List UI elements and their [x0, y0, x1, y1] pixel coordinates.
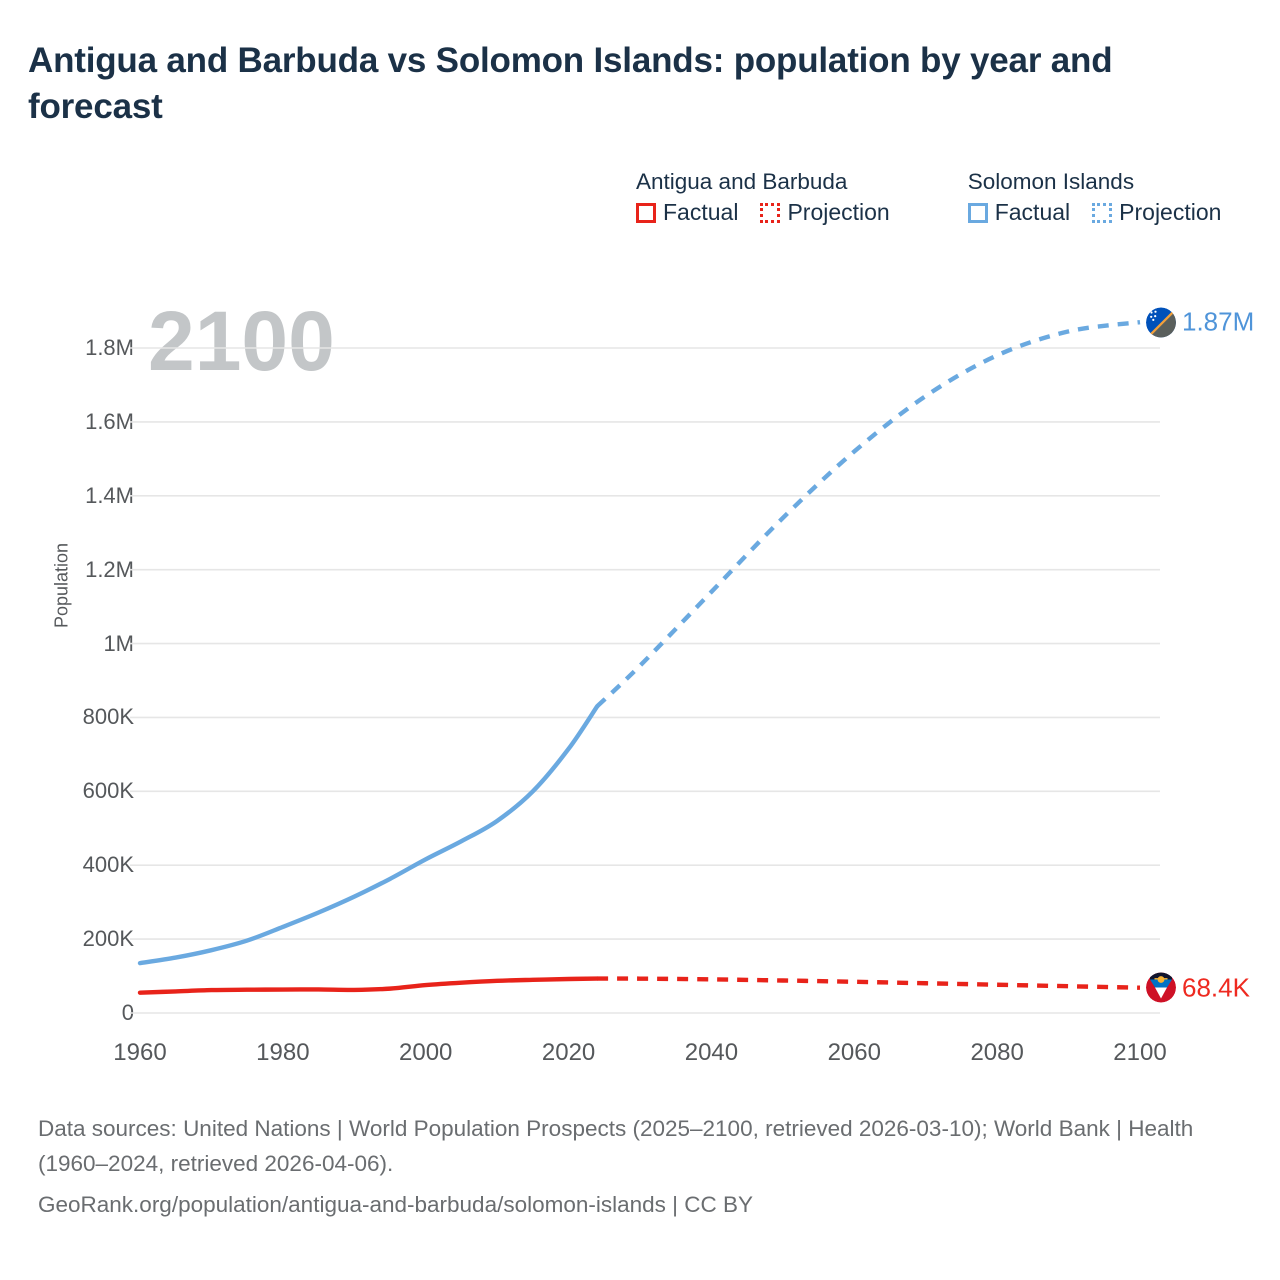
legend-item-antigua-projection[interactable]: Projection: [760, 199, 890, 226]
y-axis-tick: 200K: [82, 926, 134, 952]
x-axis-tick: 2080: [970, 1039, 1024, 1066]
solomon-islands-flag-icon: [1146, 307, 1176, 338]
page-title: Antigua and Barbuda vs Solomon Islands: …: [28, 41, 1113, 126]
y-axis-tick: 1.6M: [85, 408, 134, 434]
series-line-solomon-projection: [595, 319, 1141, 708]
legend-item-solomon-factual[interactable]: Factual: [967, 199, 1071, 226]
legend-group-title-solomon: Solomon Islands: [967, 169, 1135, 194]
legend-item-label: Factual: [994, 199, 1071, 225]
legend-items-antigua: Factual Projection: [636, 199, 890, 226]
x-axis-tick: 2100: [1113, 1039, 1167, 1066]
y-axis-tick: 0: [121, 1000, 134, 1025]
chart-series-lines: [137, 319, 1141, 995]
legend-item-antigua-factual[interactable]: Factual: [636, 199, 738, 226]
x-axis-tick: 1980: [256, 1039, 310, 1066]
y-axis-tick-labels: 0 200K 400K 600K 800K 1M 1.2M 1.4M 1.6M 1.8M: [0, 0, 134, 1280]
x-axis-tick: 1960: [113, 1039, 167, 1066]
chart-plot-area: [0, 270, 1280, 1090]
x-axis-tick: 2020: [541, 1039, 596, 1066]
series-line-solomon-factual: [137, 704, 600, 966]
series-line-antigua-projection: [597, 976, 1141, 990]
footer-attribution: GeoRank.org/population/antigua-and-barbu…: [38, 1191, 754, 1217]
chart-footer: Data sources: United Nations | World Pop…: [38, 1112, 1228, 1223]
y-axis-tick: 1.2M: [85, 556, 134, 582]
legend-swatch-solid-icon: [967, 202, 988, 223]
legend-item-label: Projection: [787, 199, 890, 225]
x-axis-tick: 2040: [684, 1039, 739, 1066]
legend-group-antigua: Antigua and Barbuda Factual Projection: [636, 168, 890, 226]
legend-items-solomon: Factual Projection: [967, 199, 1221, 226]
legend-swatch-dotted-icon: [1092, 202, 1113, 223]
series-line-antigua-factual: [137, 976, 600, 995]
legend-swatch-solid-icon: [636, 202, 656, 223]
end-label-value: 1.87M: [1182, 306, 1255, 337]
y-axis-tick: 1.4M: [85, 482, 134, 508]
legend-item-solomon-projection[interactable]: Projection: [1092, 199, 1221, 226]
end-label-solomon: 1.87M: [1146, 307, 1254, 338]
y-axis-tick: 800K: [82, 704, 134, 730]
end-label-value: 68.4K: [1182, 972, 1250, 1003]
y-axis-tick: 400K: [82, 852, 134, 878]
chart-gridlines: [130, 347, 1160, 1014]
y-axis-tick: 1.8M: [85, 335, 134, 360]
legend-group-title-antigua: Antigua and Barbuda: [636, 169, 848, 194]
end-label-antigua: 68.4K: [1146, 972, 1250, 1003]
legend-item-label: Projection: [1119, 199, 1222, 225]
footer-data-sources: Data sources: United Nations | World Pop…: [38, 1116, 1194, 1176]
chart-svg: [130, 319, 1160, 1014]
year-watermark: 2100: [148, 294, 335, 388]
x-axis-tick: 2000: [399, 1039, 453, 1066]
antigua-and-barbuda-flag-icon: [1146, 972, 1176, 1003]
legend-item-label: Factual: [663, 199, 739, 225]
x-axis-tick: 2060: [827, 1039, 881, 1066]
y-axis-tick: 600K: [82, 778, 134, 804]
y-axis-tick: 1M: [103, 630, 134, 656]
chart-legend: Antigua and Barbuda Factual Projection S…: [636, 168, 1221, 226]
legend-swatch-dotted-icon: [760, 202, 781, 223]
legend-group-solomon: Solomon Islands Factual Projection: [967, 168, 1221, 226]
